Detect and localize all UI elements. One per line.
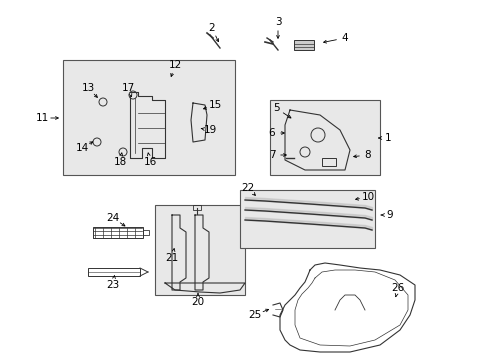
Bar — [93, 227, 142, 238]
Bar — [193, 205, 201, 210]
Text: 23: 23 — [106, 280, 120, 290]
Text: 22: 22 — [241, 183, 254, 193]
Text: 1: 1 — [384, 133, 390, 143]
Bar — [321, 158, 335, 166]
Text: 3: 3 — [274, 17, 281, 27]
Bar — [240, 190, 374, 248]
Text: 13: 13 — [81, 83, 95, 93]
Text: 12: 12 — [168, 60, 181, 70]
Text: 10: 10 — [361, 192, 374, 202]
Bar — [63, 60, 235, 175]
Text: 16: 16 — [143, 157, 156, 167]
Text: 4: 4 — [341, 33, 347, 43]
Text: 7: 7 — [268, 150, 275, 160]
Text: 20: 20 — [191, 297, 204, 307]
Bar — [142, 230, 149, 235]
Bar — [293, 40, 313, 50]
Text: 21: 21 — [165, 253, 178, 263]
Text: 18: 18 — [113, 157, 126, 167]
Text: 5: 5 — [272, 103, 279, 113]
Text: 25: 25 — [248, 310, 261, 320]
Bar — [269, 100, 379, 175]
Text: 8: 8 — [364, 150, 370, 160]
Text: 15: 15 — [208, 100, 221, 110]
Bar — [88, 268, 140, 276]
Bar — [155, 205, 244, 295]
Text: 11: 11 — [35, 113, 48, 123]
Text: 24: 24 — [106, 213, 120, 223]
Text: 19: 19 — [203, 125, 216, 135]
Text: 14: 14 — [75, 143, 88, 153]
Text: 17: 17 — [121, 83, 134, 93]
Text: 9: 9 — [386, 210, 392, 220]
Text: 6: 6 — [268, 128, 275, 138]
Text: 2: 2 — [208, 23, 215, 33]
Text: 26: 26 — [390, 283, 404, 293]
